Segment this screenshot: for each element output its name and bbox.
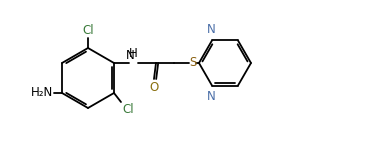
Text: S: S [189, 57, 197, 69]
Text: N: N [206, 90, 215, 102]
Text: N: N [206, 24, 215, 36]
Text: H: H [129, 47, 137, 60]
Text: N: N [126, 49, 134, 62]
Text: Cl: Cl [122, 103, 134, 116]
Text: O: O [149, 81, 158, 94]
Text: Cl: Cl [82, 24, 94, 37]
Text: H₂N: H₂N [31, 86, 53, 100]
